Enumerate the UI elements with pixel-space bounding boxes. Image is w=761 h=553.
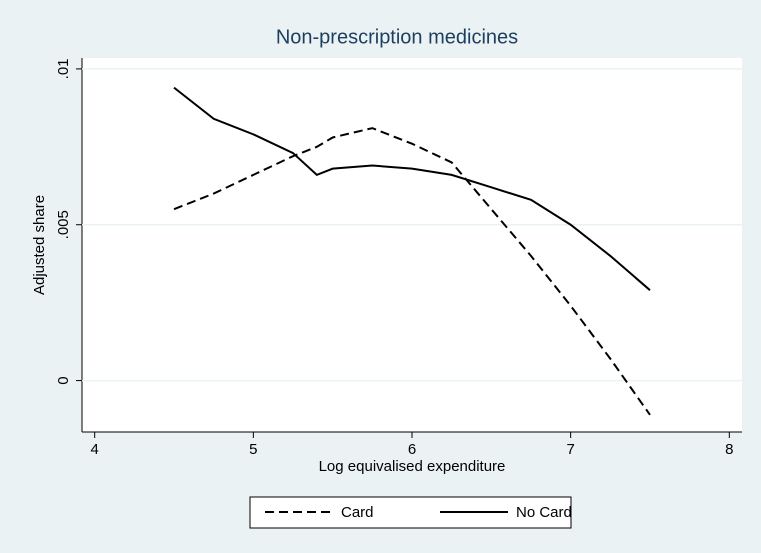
legend-label: Card xyxy=(341,504,374,521)
y-tick-label: .005 xyxy=(55,210,72,239)
legend-label: No Card xyxy=(516,504,572,521)
line-series xyxy=(173,127,651,416)
x-tick-label: 8 xyxy=(725,441,733,458)
legend xyxy=(249,496,572,529)
x-tick-label: 7 xyxy=(566,441,574,458)
x-axis-label: Log equivalised expenditure xyxy=(319,458,506,475)
plot-area xyxy=(82,58,742,432)
chart-title: Non-prescription medicines xyxy=(276,26,518,48)
line-series xyxy=(173,86,651,291)
y-tick-label: .01 xyxy=(55,58,72,79)
y-tick-label: 0 xyxy=(55,376,72,384)
x-tick-label: 6 xyxy=(408,441,416,458)
x-tick-label: 4 xyxy=(91,441,99,458)
x-tick-label: 5 xyxy=(249,441,257,458)
y-axis-label: Adjusted share xyxy=(31,195,48,295)
